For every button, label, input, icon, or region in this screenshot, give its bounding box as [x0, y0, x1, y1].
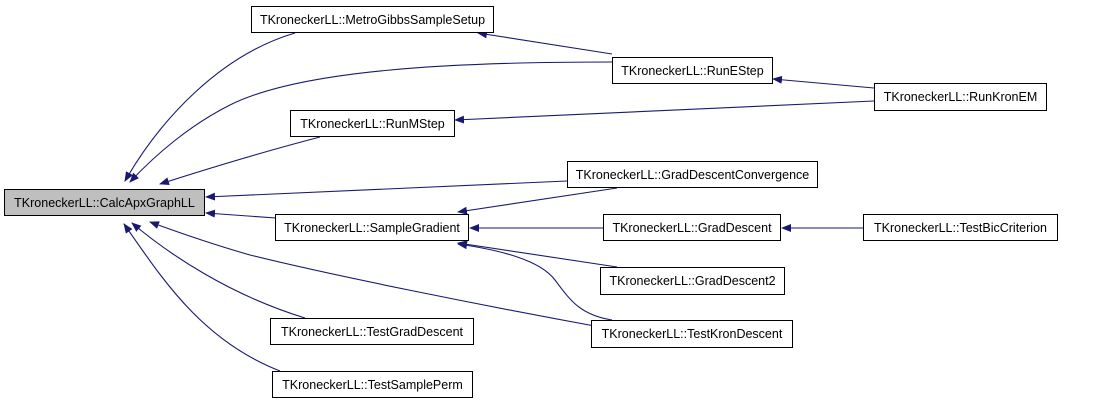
edge-gdc-to-calc	[205, 180, 568, 201]
edge-tgd-to-calc	[131, 222, 306, 319]
node-sgrad[interactable]: TKroneckerLL::SampleGradient	[275, 214, 469, 241]
node-tsp[interactable]: TKroneckerLL::TestSamplePerm	[272, 371, 473, 398]
node-tkd[interactable]: TKroneckerLL::TestKronDescent	[591, 320, 793, 348]
edge-tkd-to-sgrad	[457, 241, 613, 321]
edge-mstep-to-calc	[159, 136, 321, 186]
node-tgd[interactable]: TKroneckerLL::TestGradDescent	[270, 318, 474, 345]
edge-estep-to-calc	[129, 61, 613, 183]
node-calc: TKroneckerLL::CalcApxGraphLL	[4, 189, 205, 216]
edge-estep-to-metro	[477, 30, 613, 55]
edge-kronem-to-mstep	[454, 100, 875, 124]
edge-kronem-to-estep	[772, 75, 875, 89]
node-gd[interactable]: TKroneckerLL::GradDescent	[603, 214, 781, 241]
edge-gdc-to-sgrad	[457, 187, 618, 215]
node-kronem[interactable]: TKroneckerLL::RunKronEM	[874, 83, 1047, 111]
node-tbic[interactable]: TKroneckerLL::TestBicCriterion	[863, 214, 1058, 241]
edge-gd2-to-sgrad	[457, 240, 618, 268]
node-estep[interactable]: TKroneckerLL::RunEStep	[612, 57, 773, 84]
node-gdc[interactable]: TKroneckerLL::GradDescentConvergence	[567, 161, 818, 188]
node-mstep[interactable]: TKroneckerLL::RunMStep	[290, 110, 455, 137]
edge-tsp-to-calc	[123, 223, 281, 372]
edge-tkd-to-calc	[149, 221, 601, 328]
node-metro[interactable]: TKroneckerLL::MetroGibbsSampleSetup	[251, 6, 494, 33]
edge-metro-to-calc	[124, 32, 296, 182]
node-gd2[interactable]: TKroneckerLL::GradDescent2	[600, 267, 785, 295]
